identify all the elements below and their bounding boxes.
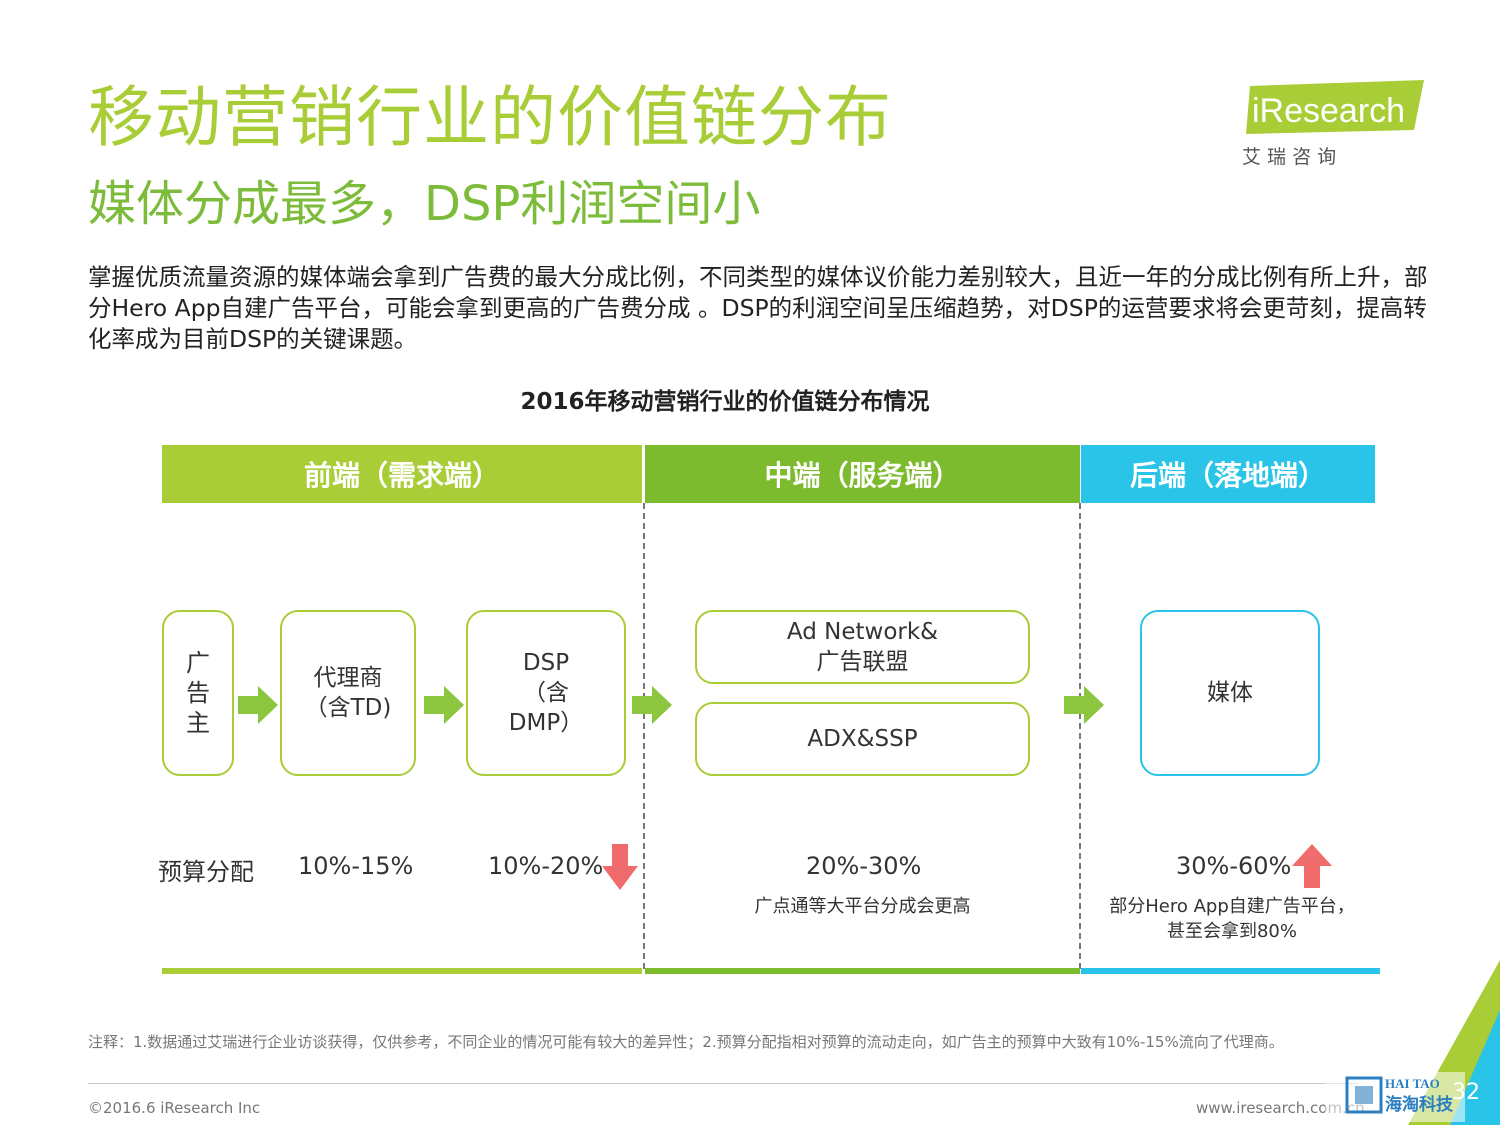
node-media-label: 媒体 bbox=[1207, 680, 1253, 706]
node-advertiser-char: 主 bbox=[186, 709, 210, 737]
node-dsp-line: （含 bbox=[523, 680, 569, 706]
node-adnetwork: Ad Network& 广告联盟 bbox=[695, 610, 1030, 684]
page-number: 32 bbox=[1452, 1080, 1480, 1105]
budget-label: 预算分配 bbox=[158, 858, 254, 886]
node-agency-line: 代理商 bbox=[313, 665, 383, 691]
footnote: 注释：1.数据通过艾瑞进行企业访谈获得，仅供参考，不同企业的情况可能有较大的差异… bbox=[88, 1033, 1284, 1051]
segment-middle-bar bbox=[645, 968, 1080, 974]
iresearch-logo: iResearch 艾 瑞 咨 询 bbox=[1238, 78, 1428, 168]
segment-back-band: 后端（落地端） bbox=[1081, 445, 1375, 503]
diagram-title: 2016年移动营销行业的价值链分布情况 bbox=[520, 389, 930, 415]
page-subtitle: 媒体分成最多，DSP利润空间小 bbox=[88, 176, 761, 232]
node-adnetwork-line: Ad Network& bbox=[786, 619, 939, 645]
divider-line bbox=[1079, 503, 1081, 969]
note-media-line: 部分Hero App自建广告平台， bbox=[1109, 896, 1355, 917]
share-media: 30%-60% bbox=[1176, 852, 1292, 880]
node-media: 媒体 bbox=[1140, 610, 1320, 776]
node-dsp-line: DMP） bbox=[508, 710, 584, 736]
page-title: 移动营销行业的价值链分布 bbox=[88, 79, 892, 156]
logo-cn-text: 艾 瑞 咨 询 bbox=[1242, 146, 1336, 168]
logo-brand-text: iResearch bbox=[1252, 92, 1405, 130]
watermark: HAI TAO 海淘科技 bbox=[1325, 1072, 1465, 1122]
segment-back-bar bbox=[1081, 968, 1380, 974]
trend-up-icon bbox=[1292, 844, 1332, 888]
node-advertiser-char: 告 bbox=[186, 679, 210, 707]
node-dsp: DSP （含 DMP） bbox=[466, 610, 626, 776]
node-agency: 代理商 （含TD) bbox=[280, 610, 416, 776]
node-advertiser: 广 告 主 bbox=[162, 610, 234, 776]
flow-arrow-icon bbox=[238, 686, 278, 724]
segment-middle-band: 中端（服务端） bbox=[645, 445, 1080, 503]
watermark-cn: 海淘科技 bbox=[1385, 1094, 1454, 1115]
node-dsp-line: DSP bbox=[522, 650, 570, 676]
node-adx-ssp: ADX&SSP bbox=[695, 702, 1030, 776]
node-advertiser-char: 广 bbox=[186, 649, 210, 677]
divider-line bbox=[643, 503, 645, 969]
flow-arrow-icon bbox=[632, 686, 672, 724]
share-agency: 10%-15% bbox=[298, 852, 414, 880]
flow-arrow-icon bbox=[424, 686, 464, 724]
share-mid: 20%-30% bbox=[806, 852, 922, 880]
website-link[interactable]: www.iresearch.com.cn bbox=[1196, 1099, 1365, 1117]
segment-front-band: 前端（需求端） bbox=[162, 445, 642, 503]
note-mid: 广点通等大平台分成会更高 bbox=[754, 896, 971, 917]
intro-text: 掌握优质流量资源的媒体端会拿到广告费的最大分成比例，不同类型的媒体议价能力差别较… bbox=[88, 263, 1428, 353]
node-adx-ssp-label: ADX&SSP bbox=[807, 726, 918, 752]
note-media: 部分Hero App自建广告平台， 甚至会拿到80% bbox=[1082, 894, 1382, 944]
trend-down-icon bbox=[602, 844, 638, 890]
footer-divider bbox=[88, 1083, 1358, 1084]
segment-front-bar bbox=[162, 968, 642, 974]
node-adnetwork-line: 广告联盟 bbox=[816, 649, 909, 675]
flow-arrow-icon bbox=[1064, 686, 1104, 724]
note-media-line: 甚至会拿到80% bbox=[1166, 921, 1297, 942]
node-agency-line: （含TD) bbox=[304, 695, 392, 721]
share-dsp: 10%-20% bbox=[488, 852, 604, 880]
copyright: ©2016.6 iResearch Inc bbox=[88, 1099, 261, 1117]
watermark-en: HAI TAO bbox=[1385, 1076, 1440, 1091]
